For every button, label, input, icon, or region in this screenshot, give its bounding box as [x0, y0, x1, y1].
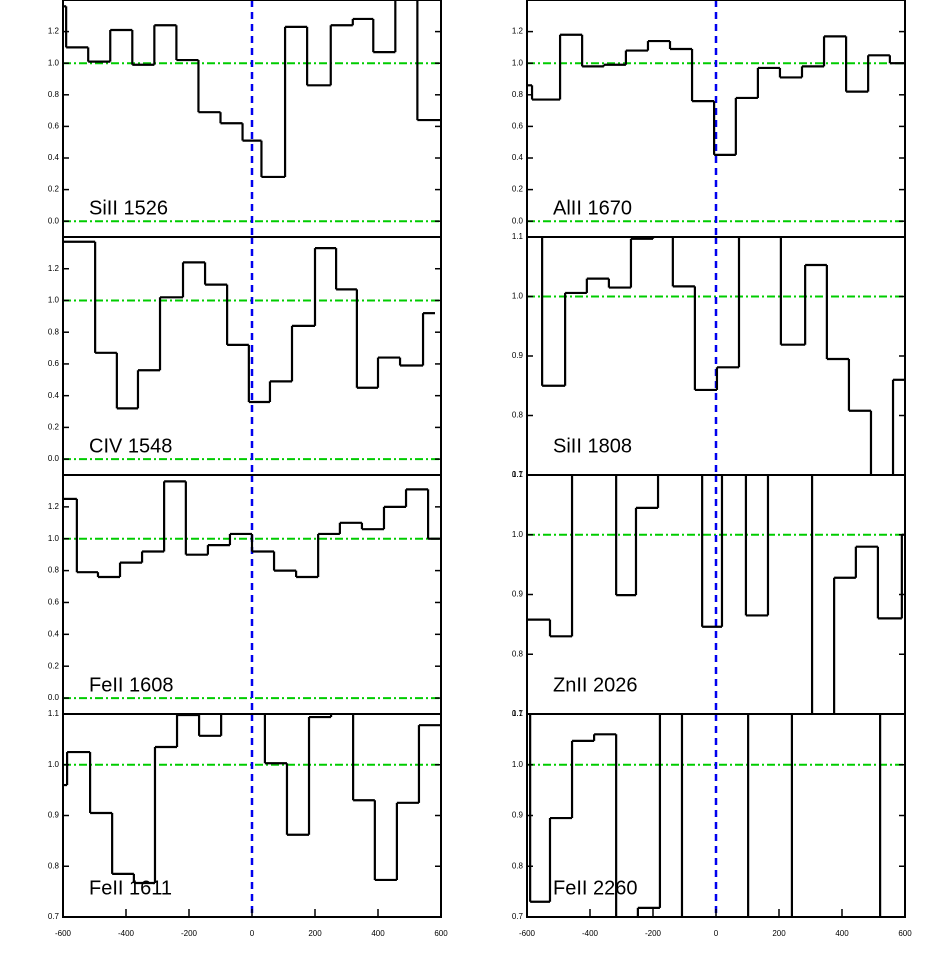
x-tick-label: -400	[118, 929, 135, 938]
y-tick-label: 0.2	[512, 185, 524, 194]
y-tick-label: 1.0	[48, 58, 60, 67]
y-tick-label: 0.7	[512, 470, 524, 479]
x-tick-label: 400	[835, 929, 849, 938]
x-tick-label: 200	[308, 929, 322, 938]
step-line	[63, 240, 436, 410]
y-tick-label: 0.8	[48, 327, 60, 336]
y-tick-label: 0.9	[512, 590, 524, 599]
y-tick-label: 0.2	[48, 423, 60, 432]
panel: 0.7 0.8 0.9 1.0 1.1 SiII 1808	[512, 232, 906, 479]
x-tick-label: -600	[55, 929, 72, 938]
y-tick-label: 0.6	[48, 598, 60, 607]
y-tick-label: 0.8	[512, 861, 524, 870]
y-tick-label: 0.9	[48, 811, 60, 820]
x-tick-label: 400	[371, 929, 385, 938]
panel: 0.0 0.2 0.4 0.6 0.8 1.0 1.2 FeII 1608	[48, 474, 442, 715]
y-tick-label: 0.9	[512, 351, 524, 360]
panel: 0.7 0.8 0.9 1.0 1.1 ZnII 2026	[512, 470, 906, 718]
y-tick-label: 1.0	[512, 760, 524, 769]
y-tick-label: 1.2	[512, 27, 524, 36]
x-tick-label: -200	[181, 929, 198, 938]
step-line	[63, 714, 441, 885]
panel: 0.7 0.8 0.9 1.0 1.1 -600 -400 -200 0 200 400 600 FeI…	[48, 709, 448, 938]
line-label: FeII 1608	[89, 674, 174, 696]
line-label: SiII 1808	[553, 435, 632, 457]
y-tick-label: 0.6	[48, 122, 60, 131]
x-tick-label: 600	[898, 929, 912, 938]
y-tick-label: 1.2	[48, 502, 60, 511]
y-tick-label: 0.7	[512, 709, 524, 718]
y-tick-label: 0.4	[48, 153, 60, 162]
line-label: FeII 2260	[553, 877, 638, 899]
y-tick-label: 1.1	[512, 470, 524, 479]
step-line	[527, 33, 905, 156]
line-label: ZnII 2026	[553, 674, 638, 696]
x-tick-label: 0	[714, 929, 719, 938]
y-tick-label: 1.0	[512, 58, 524, 67]
y-tick-label: 0.8	[512, 649, 524, 658]
panel: 0.0 0.2 0.4 0.6 0.8 1.0 1.2 CIV 1548	[48, 236, 442, 476]
y-tick-label: 0.2	[48, 661, 60, 670]
y-tick-label: 0.9	[512, 811, 524, 820]
y-tick-label: 0.0	[48, 454, 60, 463]
x-tick-label: -600	[519, 929, 536, 938]
y-tick-label: 0.0	[48, 216, 60, 225]
y-tick-label: 1.0	[48, 534, 60, 543]
y-tick-label: 1.2	[48, 264, 60, 273]
x-tick-label: -200	[645, 929, 662, 938]
x-tick-label: -400	[582, 929, 599, 938]
line-label: SiII 1526	[89, 197, 168, 219]
y-tick-label: 0.7	[48, 912, 60, 921]
y-tick-label: 0.8	[48, 861, 60, 870]
y-tick-label: 1.2	[48, 27, 60, 36]
y-tick-label: 0.2	[48, 185, 60, 194]
y-tick-label: 0.6	[512, 122, 524, 131]
y-tick-label: 0.6	[48, 359, 60, 368]
line-label: FeII 1611	[89, 877, 172, 899]
y-tick-label: 0.7	[512, 912, 524, 921]
y-tick-label: 0.8	[512, 411, 524, 420]
y-tick-label: 0.4	[48, 391, 60, 400]
y-tick-label: 0.4	[48, 629, 60, 638]
panel: 0.0 0.2 0.4 0.6 0.8 1.0 1.2 AlII 1670	[512, 0, 906, 238]
step-line	[541, 237, 905, 475]
panel: 0.7 0.8 0.9 1.0 1.1 -600 -400 -200 0 200 400 600 FeI…	[512, 709, 912, 938]
step-line	[63, 0, 441, 179]
x-tick-label: 0	[250, 929, 255, 938]
line-label: CIV 1548	[89, 435, 172, 457]
y-tick-label: 1.0	[48, 296, 60, 305]
step-line	[527, 475, 905, 714]
y-tick-label: 1.1	[48, 709, 60, 718]
y-tick-label: 1.1	[512, 232, 524, 241]
y-tick-label: 1.1	[512, 709, 524, 718]
line-label: AlII 1670	[553, 197, 632, 219]
x-tick-label: 600	[434, 929, 448, 938]
panel: 0.0 0.2 0.4 0.6 0.8 1.0 1.2 SiII 1526	[48, 0, 442, 238]
y-tick-label: 0.8	[48, 90, 60, 99]
y-tick-label: 0.8	[48, 566, 60, 575]
y-tick-label: 0.8	[512, 90, 524, 99]
y-tick-label: 1.0	[512, 292, 524, 301]
x-tick-label: 200	[772, 929, 786, 938]
y-tick-label: 0.0	[512, 216, 524, 225]
y-tick-label: 0.0	[48, 693, 60, 702]
y-tick-label: 0.4	[512, 153, 524, 162]
y-tick-label: 1.0	[48, 760, 60, 769]
step-line	[529, 714, 882, 917]
y-tick-label: 1.0	[512, 530, 524, 539]
step-line	[63, 480, 441, 579]
